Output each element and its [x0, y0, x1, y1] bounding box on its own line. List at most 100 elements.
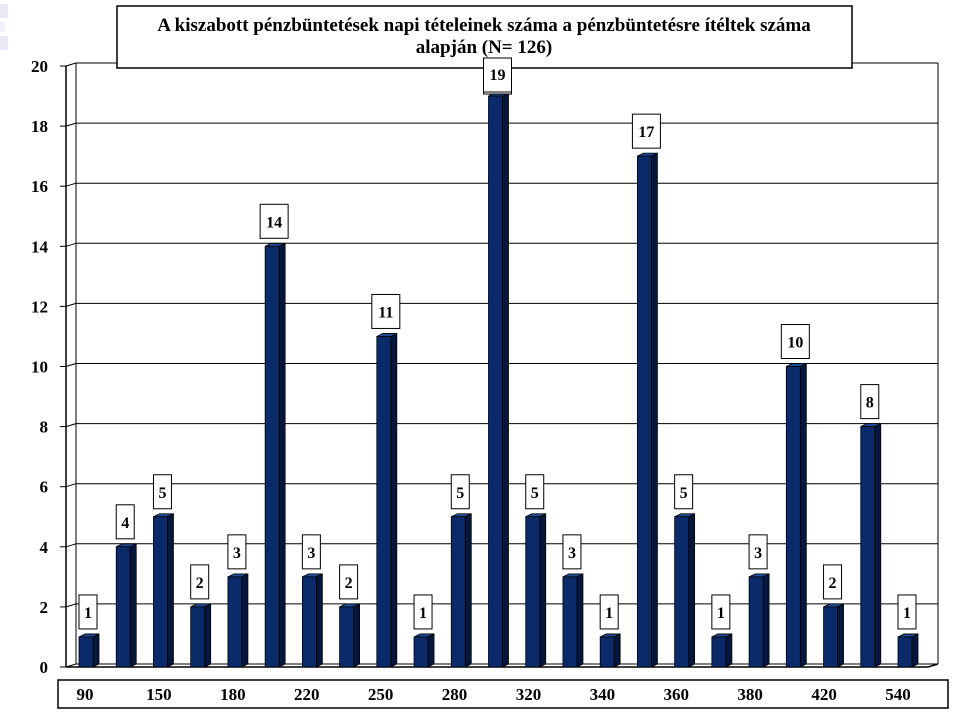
chart-title-line: alapján (N= 126) — [416, 37, 552, 58]
data-label: 2 — [345, 575, 353, 592]
x-tick-label: 250 — [368, 685, 394, 704]
data-label: 4 — [121, 515, 129, 532]
data-label-box — [115, 504, 135, 540]
bar-side — [464, 513, 472, 668]
x-tick-label: 420 — [811, 685, 837, 704]
data-label: 5 — [531, 485, 539, 502]
chart-title-line: A kiszabott pénzbüntetések napi tételein… — [157, 15, 811, 36]
data-label-box — [78, 594, 98, 630]
bar — [190, 606, 206, 668]
bar-side — [613, 633, 621, 668]
y-tick-label: 10 — [31, 358, 48, 377]
data-label-box — [748, 534, 768, 570]
bar-side — [502, 92, 509, 668]
bar-side — [167, 513, 174, 668]
data-label: 3 — [307, 545, 315, 562]
bar-side — [427, 633, 435, 668]
y-tick-label: 18 — [31, 117, 48, 136]
data-label: 10 — [787, 335, 803, 352]
bar-side — [799, 362, 807, 668]
bar — [785, 366, 801, 668]
data-label: 1 — [605, 605, 613, 622]
data-label: 2 — [829, 575, 837, 592]
floor-edge — [927, 663, 939, 668]
data-label-box — [371, 293, 401, 329]
x-tick-label: 360 — [664, 685, 690, 704]
gridline-diagonal — [65, 363, 77, 367]
data-label-box — [259, 203, 289, 239]
x-tick-label: 340 — [590, 685, 616, 704]
gridline-diagonal — [65, 302, 77, 307]
data-label-box — [227, 534, 247, 570]
y-tick-label: 16 — [31, 177, 48, 196]
data-label: 1 — [84, 605, 92, 622]
data-label: 1 — [717, 605, 725, 622]
bar-side — [911, 633, 919, 668]
data-label-box — [525, 474, 545, 510]
bar-side — [390, 332, 398, 668]
gridline-diagonal — [65, 483, 77, 488]
bar — [674, 516, 690, 668]
data-label: 17 — [638, 124, 654, 141]
data-label: 5 — [680, 485, 688, 502]
y-tick-label: 14 — [31, 237, 49, 256]
x-tick-label: 540 — [885, 685, 911, 704]
bar-side — [204, 603, 212, 668]
bar — [153, 516, 168, 668]
data-label-box — [339, 564, 359, 600]
data-label: 5 — [158, 485, 166, 502]
x-tick-label: 280 — [442, 685, 468, 704]
data-label-box — [780, 324, 810, 359]
y-tick-label: 20 — [31, 57, 48, 76]
bar — [748, 576, 764, 668]
bar — [78, 636, 94, 668]
bar-side — [725, 633, 733, 668]
bars — [78, 92, 919, 668]
bar-side — [837, 603, 844, 668]
bar — [227, 576, 243, 668]
gridline-diagonal — [65, 242, 77, 247]
data-label-box — [631, 113, 661, 149]
x-tick-label: 90 — [77, 685, 94, 704]
data-label-box — [599, 594, 619, 630]
bar-side — [278, 242, 286, 668]
bar — [823, 606, 838, 668]
bar — [488, 95, 503, 668]
bar — [413, 636, 429, 668]
data-label-box — [301, 534, 321, 570]
bar-side — [92, 633, 100, 668]
data-label: 5 — [456, 485, 464, 502]
data-label: 2 — [196, 575, 204, 592]
bar-side — [353, 603, 360, 668]
bar-side — [315, 573, 323, 668]
bar — [376, 336, 392, 668]
slide-decoration — [0, 0, 8, 714]
y-tick-label: 4 — [40, 538, 49, 557]
bar — [897, 636, 913, 668]
bar — [339, 606, 354, 668]
bar — [711, 636, 727, 668]
bar — [301, 576, 317, 668]
bar — [860, 426, 876, 668]
gridline-diagonal — [65, 423, 77, 428]
bar — [599, 636, 615, 668]
gridline-diagonal — [65, 543, 77, 548]
data-label-box — [823, 564, 843, 600]
bar-side — [688, 513, 696, 668]
y-tick-label: 6 — [40, 478, 49, 497]
data-label: 1 — [419, 605, 427, 622]
bar-side — [762, 573, 770, 668]
data-label: 8 — [866, 395, 874, 412]
bar — [115, 546, 131, 668]
data-label-box — [413, 594, 433, 630]
x-tick-label: 180 — [220, 685, 246, 704]
data-label: 14 — [266, 214, 282, 231]
data-label: 3 — [754, 545, 762, 562]
bar — [562, 576, 578, 668]
data-label: 1 — [903, 605, 911, 622]
bar — [264, 245, 280, 668]
chart-title-box: A kiszabott pénzbüntetések napi tételein… — [116, 5, 853, 93]
data-label-box — [483, 57, 512, 93]
